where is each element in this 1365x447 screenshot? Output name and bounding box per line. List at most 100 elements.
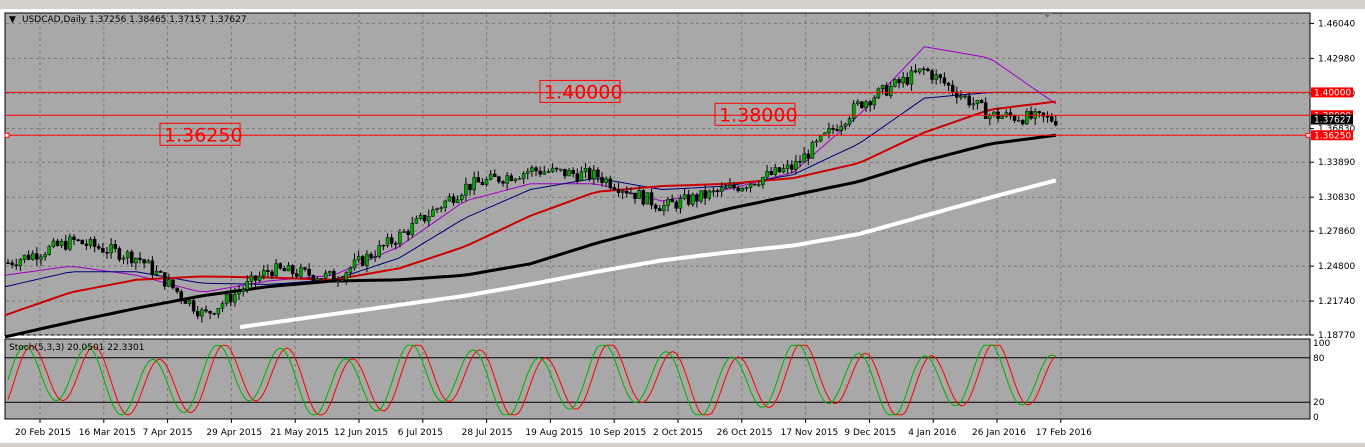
- candle-body: [699, 190, 703, 202]
- candle-body: [130, 251, 134, 264]
- candle-body: [55, 240, 60, 246]
- candle-body: [117, 248, 122, 260]
- price-tick-label: 1.21740: [1318, 297, 1355, 307]
- candle-body: [336, 280, 340, 283]
- candle-body: [666, 198, 670, 206]
- candle-body: [266, 270, 270, 272]
- candle-body: [876, 88, 881, 99]
- candle-body: [777, 167, 782, 173]
- time-label: 21 May 2015: [270, 428, 329, 438]
- candle-body: [707, 190, 712, 199]
- candle-body: [171, 279, 175, 289]
- candle-body: [728, 184, 732, 188]
- candle-body: [719, 187, 724, 192]
- candle-body: [175, 287, 179, 292]
- candle-body: [567, 170, 571, 177]
- candle-body: [109, 244, 113, 254]
- candle-body: [1037, 111, 1042, 113]
- stochastic-signal-line: [7, 344, 1057, 416]
- candle-body: [810, 141, 815, 159]
- candle-body: [1045, 116, 1050, 118]
- candle-body: [319, 277, 324, 280]
- candle-body: [604, 178, 608, 183]
- candle-body: [299, 267, 303, 277]
- candle-body: [827, 128, 831, 134]
- stochastic-tick-label: 0: [1313, 413, 1319, 423]
- candle-body: [431, 209, 435, 217]
- candle-body: [583, 168, 588, 172]
- candle-body: [534, 167, 538, 172]
- level-label-box: [714, 102, 796, 126]
- level-handle-left[interactable]: [4, 132, 10, 138]
- candle-body: [1012, 115, 1017, 121]
- candle-body: [967, 95, 971, 106]
- candle-body: [270, 271, 274, 277]
- candle-body: [678, 198, 683, 209]
- candle-body: [802, 153, 806, 163]
- candle-body: [608, 178, 613, 188]
- candle-body: [196, 310, 200, 317]
- candle-body: [278, 263, 283, 269]
- candle-body: [497, 176, 501, 182]
- candle-body: [946, 82, 951, 86]
- candle-body: [1041, 112, 1046, 117]
- price-tick-label: 1.46040: [1318, 19, 1355, 29]
- candle-body: [637, 190, 641, 199]
- candle-body: [51, 240, 56, 247]
- time-label: 9 Dec 2015: [844, 428, 896, 438]
- candle-body: [472, 177, 476, 191]
- price-tick-label: 1.27860: [1318, 227, 1355, 237]
- stochastic-tick-label: 20: [1313, 398, 1325, 408]
- candle-body: [983, 102, 988, 119]
- candle-body: [917, 68, 922, 73]
- candle-body: [592, 169, 596, 180]
- candle-body: [22, 254, 27, 261]
- candle-body: [480, 182, 485, 186]
- time-axis[interactable]: 20 Feb 2015 16 Mar 2015 7 Apr 2015 29 Apr 2…: [15, 419, 1092, 438]
- candle-body: [72, 236, 76, 240]
- candle-body: [703, 190, 707, 199]
- candle-body: [724, 187, 728, 189]
- chart-shift-marker-icon[interactable]: [1043, 13, 1051, 18]
- candle-body: [179, 291, 184, 299]
- candle-body: [913, 70, 918, 73]
- candle-body: [204, 309, 208, 312]
- candle-body: [402, 231, 406, 233]
- candle-body: [740, 187, 745, 192]
- candle-body: [505, 175, 509, 184]
- candle-body: [847, 118, 852, 125]
- candle-body: [146, 260, 151, 264]
- candle-body: [1054, 121, 1058, 126]
- candle-body: [579, 171, 584, 181]
- candle-body: [394, 243, 398, 245]
- candle-body: [798, 161, 802, 163]
- candle-body: [68, 236, 72, 250]
- candle-body: [1016, 120, 1021, 122]
- stochastic-title: Stoch(5,3,3) 20.0501 22.3301: [9, 343, 144, 353]
- level-label-box: [539, 79, 621, 103]
- candle-body: [150, 260, 155, 275]
- candle-body: [373, 256, 377, 258]
- time-label: 10 Sep 2015: [589, 428, 646, 438]
- level-handle-right[interactable]: [1305, 132, 1311, 138]
- candle-body: [80, 239, 85, 245]
- candle-body: [369, 253, 373, 258]
- candle-body: [752, 183, 757, 186]
- chart-menu-arrow-icon[interactable]: ▼: [9, 15, 16, 25]
- stochastic-panel[interactable]: [4, 338, 1311, 420]
- candle-body: [315, 278, 320, 281]
- candle-body: [125, 251, 130, 259]
- candle-body: [670, 198, 674, 203]
- candle-body: [26, 254, 31, 260]
- horizontal-levels[interactable]: 1.40000 1.38000 1.36250: [4, 79, 1311, 146]
- candlesticks: [6, 64, 1058, 323]
- candle-body: [897, 79, 901, 84]
- candle-body: [641, 190, 646, 205]
- price-axis[interactable]: 1.460401.429801.398901.368301.338901.308…: [1310, 19, 1355, 341]
- candle-body: [554, 167, 559, 170]
- price-chart-panel[interactable]: [4, 12, 1311, 336]
- stochastic-tick-label: 100: [1313, 339, 1330, 349]
- candle-body: [418, 214, 423, 219]
- price-tick-label: 1.18770: [1318, 331, 1355, 341]
